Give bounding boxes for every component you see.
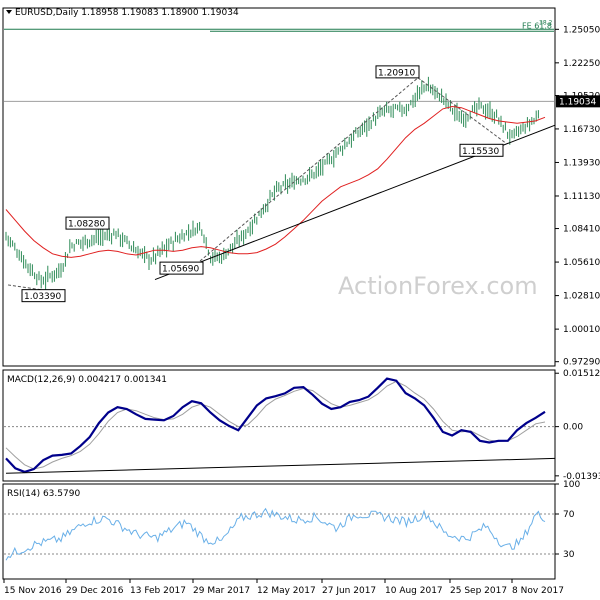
price-tick-label: 1.11130: [563, 192, 600, 202]
annotation-label: 1.08280: [68, 220, 105, 230]
dotted-swing-line: [417, 77, 506, 143]
moving-average-line: [5, 105, 546, 258]
macd-tick-label: -0.01393: [563, 472, 600, 482]
rsi-tick-label: 30: [563, 550, 575, 560]
x-tick-label: 29 Mar 2017: [193, 586, 250, 596]
annotation-box: [21, 289, 66, 303]
swing-dotted-lines: [7, 77, 506, 294]
current-price-tag: 1.19034: [556, 95, 600, 108]
x-tick-label: 13 Feb 2017: [130, 586, 186, 596]
price-y-axis: 1.250501.222501.195201.167301.139301.111…: [555, 25, 600, 368]
macd-main-line: [5, 377, 546, 474]
macd-panel: [2, 369, 556, 482]
price-tick-label: 1.22250: [563, 59, 600, 69]
macd-signal-line: [5, 380, 546, 470]
watermark: ActionForex.com: [338, 272, 538, 300]
fe-label: FE 61.8: [522, 21, 552, 30]
price-tick-label: 0.97290: [563, 358, 600, 368]
price-tick-label: 1.05610: [563, 258, 600, 268]
rsi-title: RSI(14) 63.5790: [7, 489, 80, 499]
price-annotations: 1.20910 1.08280 1.05690 1.03390 1.15530: [21, 65, 504, 303]
annotation-box: [459, 143, 504, 157]
x-tick-label: 10 Aug 2017: [385, 586, 443, 596]
annotation-label: 1.05690: [162, 265, 199, 275]
x-axis: 15 Nov 2016 29 Dec 2016 13 Feb 2017 29 Mar …: [3, 579, 564, 596]
rsi-y-axis: 10070300: [4, 480, 580, 560]
current-price-box: [556, 95, 600, 108]
annotation-box: [65, 216, 110, 230]
macd-y-axis: 0.01512 0.00 -0.01393: [4, 369, 600, 482]
x-tick-label: 27 Jun 2017: [322, 586, 376, 596]
annotation-label: 1.20910: [378, 68, 415, 78]
dotted-swing-line: [199, 77, 419, 262]
annotation-box: [159, 261, 204, 275]
price-tick-label: 1.00010: [563, 325, 600, 335]
rsi-tick-label: 100: [563, 480, 580, 490]
x-tick-label: 12 May 2017: [257, 586, 316, 596]
macd-title: MACD(12,26,9) 0.004217 0.001341: [7, 375, 167, 385]
price-tick-label: 1.16730: [563, 125, 600, 135]
x-tick-label: 15 Nov 2016: [4, 586, 62, 596]
rsi-line: [5, 507, 546, 561]
fe-level: FE 61.8 38.2: [4, 19, 554, 32]
annotation-label: 1.03390: [24, 292, 61, 302]
annotation-box: [375, 65, 420, 79]
price-tick-label: 1.25050: [563, 25, 600, 35]
macd-trendline: [5, 457, 556, 474]
macd-tick-label: 0.01512: [563, 369, 600, 379]
price-tick-label: 1.08410: [563, 225, 600, 235]
current-price-label: 1.19034: [559, 97, 596, 107]
x-tick-label: 29 Dec 2016: [66, 586, 124, 596]
x-tick-label: 8 Nov 2017: [512, 586, 564, 596]
rsi-panel: [2, 483, 556, 580]
fe-label-2: 38.2: [539, 19, 553, 26]
annotation-label: 1.15530: [462, 147, 499, 157]
dropdown-arrow-icon[interactable]: [6, 10, 12, 14]
price-tick-label: 1.02810: [563, 292, 600, 302]
symbol-header: EURUSD,Daily 1.18958 1.19083 1.18900 1.1…: [15, 8, 239, 18]
rsi-tick-label: 70: [563, 510, 575, 520]
price-tick-label: 1.13930: [563, 158, 600, 168]
macd-tick-label: 0.00: [563, 423, 583, 433]
x-tick-label: 25 Sep 2017: [450, 586, 507, 596]
